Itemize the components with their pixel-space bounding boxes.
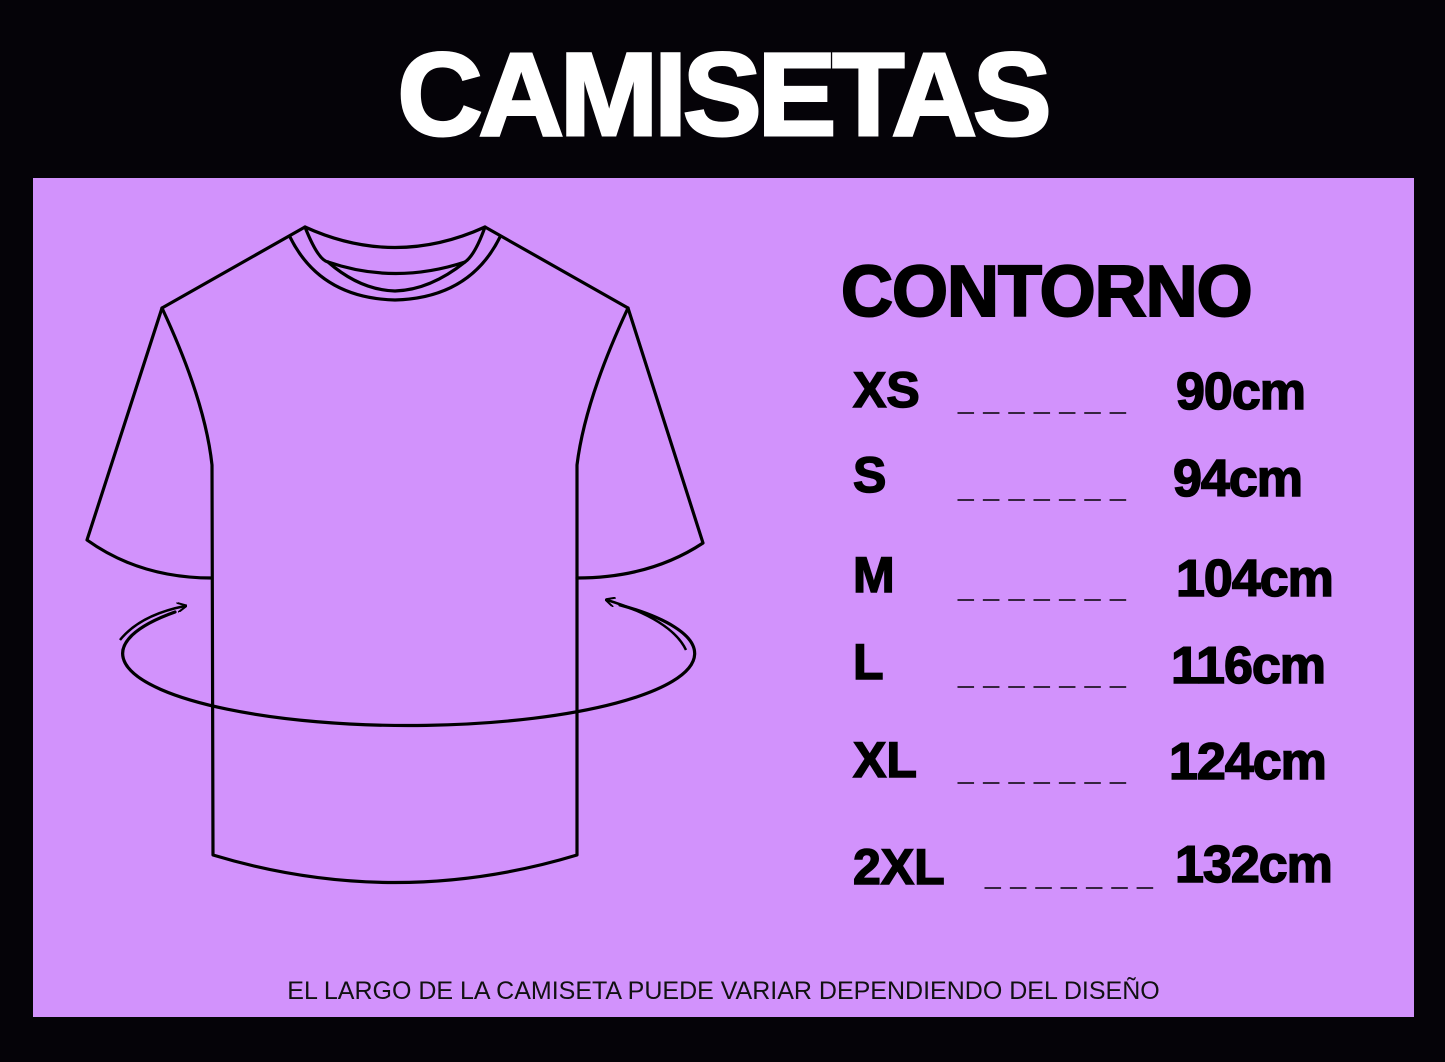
page-title: CAMISETAS [396,28,1053,163]
dot-leader: _ _ _ _ _ _ _ [958,659,1127,691]
size-label: XS [852,361,920,419]
dot-leader: _ _ _ _ _ _ _ [958,755,1127,787]
size-value: 104cm [1175,549,1334,609]
size-row-xl: XL _ _ _ _ _ _ _ 124cm [852,731,1393,793]
dot-leader: _ _ _ _ _ _ _ [985,860,1154,892]
size-label: 2XL [852,838,945,896]
size-label: M [852,546,895,604]
dot-leader: _ _ _ _ _ _ _ [958,572,1127,604]
dot-leader: _ _ _ _ _ _ _ [958,472,1127,504]
size-value: 94cm [1172,449,1304,509]
footer-note: EL LARGO DE LA CAMISETA PUEDE VARIAR DEP… [287,977,1160,1005]
size-label: L [852,633,884,691]
size-row-l: L _ _ _ _ _ _ _ 116cm [852,633,1393,696]
dot-leader: _ _ _ _ _ _ _ [958,385,1127,417]
size-row-m: M _ _ _ _ _ _ _ 104cm [852,546,1393,609]
size-value: 90cm [1175,362,1307,422]
contorno-heading: CONTORNO [840,251,1254,333]
size-row-2xl: 2XL _ _ _ _ _ _ _ 132cm [852,835,1393,900]
size-row-s: S _ _ _ _ _ _ _ 94cm [852,446,1393,509]
t-shirt-icon [85,225,705,885]
size-chart-panel: CONTORNO XS _ _ _ _ _ _ _ 90cm S _ _ _ _… [33,178,1414,1017]
size-value: 132cm [1174,835,1333,895]
size-value: 116cm [1170,636,1327,696]
size-row-xs: XS _ _ _ _ _ _ _ 90cm [852,361,1393,423]
size-value: 124cm [1168,732,1327,792]
size-label: S [852,446,887,504]
size-label: XL [852,731,917,789]
